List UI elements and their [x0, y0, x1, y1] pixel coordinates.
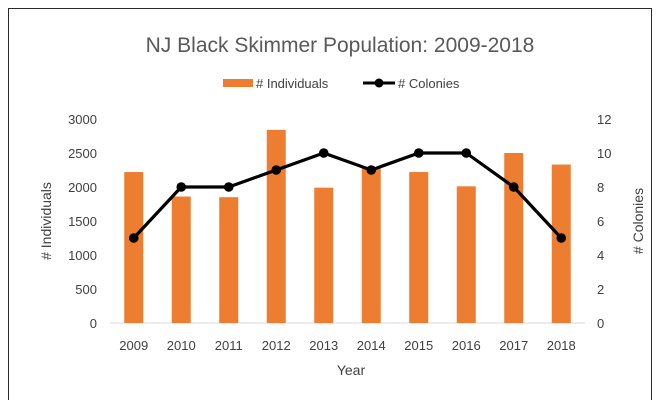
x-axis-title: Year [337, 362, 366, 378]
y-tick-label: 0 [90, 316, 97, 331]
y-tick-label: 3000 [68, 112, 97, 127]
y2-tick-label: 4 [597, 248, 604, 263]
colonies-point [271, 165, 282, 175]
bar [409, 172, 429, 323]
x-tick-label: 2018 [547, 338, 576, 353]
y-tick-label: 500 [75, 282, 97, 297]
y-axis-right: 0 2 4 6 8 10 12 [597, 112, 611, 331]
colonies-point [461, 148, 472, 158]
chart-title: NJ Black Skimmer Population: 2009-2018 [146, 34, 535, 57]
x-tick-label: 2017 [499, 338, 528, 353]
bar-series-individuals [124, 129, 571, 323]
y-axis-left: 0 500 1000 1500 2000 2500 3000 [68, 112, 97, 331]
x-tick-label: 2013 [309, 338, 338, 353]
y2-tick-label: 8 [597, 180, 604, 195]
y2-tick-label: 10 [597, 146, 611, 161]
line-series-colonies [128, 148, 567, 243]
legend-swatch-individuals [223, 79, 253, 87]
bar [504, 153, 524, 323]
legend: # Individuals # Colonies [223, 76, 460, 91]
y2-tick-label: 0 [597, 316, 604, 331]
colonies-point [508, 182, 519, 192]
bar [266, 129, 286, 323]
legend-label-colonies: # Colonies [398, 76, 460, 91]
colonies-point [318, 148, 329, 158]
legend-marker-colonies [374, 78, 384, 88]
bar [551, 164, 571, 323]
legend-label-individuals: # Individuals [256, 76, 329, 91]
y-tick-label: 2500 [68, 146, 97, 161]
x-axis: 2009 2010 2011 2012 2013 2014 2015 2016 2017 2018 [119, 338, 575, 353]
chart-frame [8, 8, 652, 400]
x-tick-label: 2010 [167, 338, 196, 353]
colonies-point [413, 148, 424, 158]
colonies-line [132, 151, 563, 240]
x-tick-label: 2015 [404, 338, 433, 353]
colonies-point [223, 182, 234, 192]
x-tick-label: 2014 [357, 338, 386, 353]
y2-tick-label: 6 [597, 214, 604, 229]
x-tick-label: 2009 [119, 338, 148, 353]
x-tick-label: 2016 [452, 338, 481, 353]
y2-tick-label: 12 [597, 112, 611, 127]
bar [219, 197, 239, 323]
y-tick-label: 1500 [68, 214, 97, 229]
y-tick-label: 1000 [68, 248, 97, 263]
y-tick-label: 2000 [68, 180, 97, 195]
y2-tick-label: 2 [597, 282, 604, 297]
bar [171, 196, 191, 323]
colonies-point [556, 233, 567, 243]
colonies-point [366, 165, 377, 175]
bar [456, 186, 476, 323]
bar [361, 167, 381, 323]
x-tick-label: 2012 [262, 338, 291, 353]
y2-axis-title: # Colonies [630, 188, 646, 254]
bar [314, 187, 334, 323]
y-axis-title: # Individuals [38, 182, 54, 260]
colonies-point [176, 182, 187, 192]
x-tick-label: 2011 [215, 338, 243, 353]
bar [124, 172, 144, 323]
colonies-point [128, 233, 139, 243]
